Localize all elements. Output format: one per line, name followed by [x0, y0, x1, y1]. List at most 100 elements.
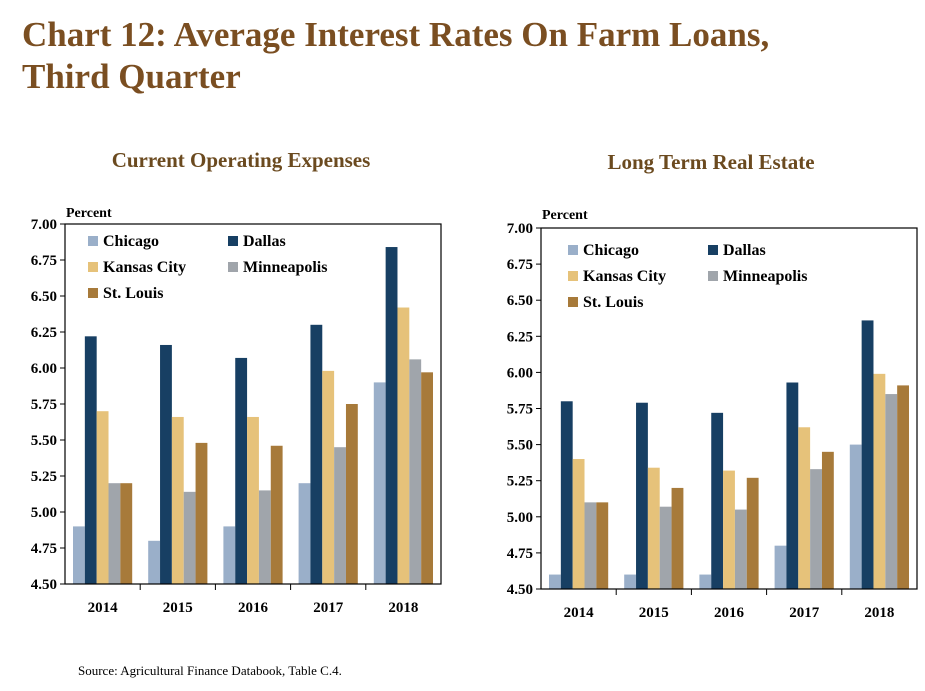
legend-swatch — [88, 288, 98, 298]
x-tick-label: 2017 — [313, 600, 344, 616]
chart-title-line2: Third Quarter — [22, 57, 241, 96]
chart-panel-2: Long Term Real Estate Percent 4.50 4.75 5.00… — [507, 150, 918, 621]
y-tick-label: 6.50 — [507, 293, 533, 309]
y-axis-unit-label: Percent — [542, 208, 588, 223]
bar-kansas-city-2018 — [397, 307, 410, 584]
bar-kansas-city-2014 — [572, 459, 585, 589]
legend-label: Dallas — [723, 242, 766, 259]
y-tick-label: 4.50 — [31, 577, 57, 593]
y-tick-label: 6.00 — [31, 361, 57, 377]
bar-st-louis-2015 — [195, 442, 208, 584]
bar-kansas-city-2017 — [322, 370, 335, 584]
bar-chicago-2015 — [624, 574, 637, 589]
y-tick-label: 5.50 — [31, 433, 57, 449]
legend-label: St. Louis — [583, 294, 643, 311]
source-note: Source: Agricultural Finance Databook, T… — [78, 663, 342, 678]
y-tick-label: 6.75 — [507, 257, 533, 273]
y-axis-unit-label: Percent — [66, 206, 112, 221]
y-tick-label: 5.75 — [507, 402, 533, 418]
bar-chicago-2018 — [849, 444, 862, 589]
legend-label: Minneapolis — [723, 268, 807, 285]
bar-minneapolis-2014 — [584, 502, 597, 589]
y-tick-label: 5.75 — [31, 397, 57, 413]
y-tick-label: 6.25 — [507, 329, 533, 345]
legend-label: Minneapolis — [243, 259, 327, 276]
bar-dallas-2014 — [560, 401, 573, 589]
bar-kansas-city-2016 — [723, 470, 735, 589]
legend-swatch — [88, 236, 98, 246]
bar-chicago-2016 — [223, 526, 236, 584]
y-tick-label: 5.25 — [31, 469, 57, 485]
chart-panel-1: Current Operating Expenses Percent 4.50 4.7… — [31, 148, 442, 616]
bar-kansas-city-2018 — [873, 373, 886, 589]
y-tick-label: 6.25 — [31, 325, 57, 341]
bar-chicago-2017 — [774, 545, 787, 589]
x-tick-label: 2016 — [714, 605, 745, 621]
legend-swatch — [88, 262, 98, 272]
bar-kansas-city-2017 — [798, 427, 811, 589]
bar-dallas-2016 — [235, 357, 248, 584]
bar-kansas-city-2015 — [647, 467, 660, 589]
bar-st-louis-2016 — [746, 477, 759, 589]
legend-swatch — [228, 236, 238, 246]
y-tick-label: 5.00 — [31, 505, 57, 521]
bar-dallas-2014 — [84, 336, 97, 584]
bar-minneapolis-2017 — [334, 447, 346, 584]
legend-swatch — [708, 271, 718, 281]
legend-label: Dallas — [243, 233, 286, 250]
bar-st-louis-2017 — [345, 404, 358, 584]
legend-label: Kansas City — [103, 259, 186, 276]
bar-minneapolis-2015 — [659, 506, 672, 589]
plot-frame — [540, 227, 918, 590]
bar-minneapolis-2015 — [183, 491, 196, 584]
y-tick-label: 6.50 — [31, 289, 57, 305]
bar-dallas-2017 — [310, 324, 323, 584]
bar-dallas-2017 — [786, 382, 799, 589]
legend-swatch — [568, 297, 578, 307]
x-tick-label: 2014 — [564, 605, 595, 621]
bar-chicago-2018 — [373, 382, 386, 584]
plot-frame — [64, 223, 442, 585]
y-tick-label: 6.75 — [31, 253, 57, 269]
legend-swatch — [708, 245, 718, 255]
y-tick-label: 4.50 — [507, 582, 533, 598]
chart-subtitle: Long Term Real Estate — [607, 150, 814, 174]
bar-dallas-2018 — [385, 247, 398, 585]
bar-kansas-city-2014 — [96, 411, 109, 584]
legend: Chicago Dallas Kansas City Minneapolis St. L… — [88, 233, 327, 302]
y-tick-label: 7.00 — [31, 217, 57, 233]
y-tick-label: 5.00 — [507, 510, 533, 526]
bar-minneapolis-2018 — [885, 394, 898, 589]
bar-st-louis-2018 — [897, 385, 909, 589]
x-tick-label: 2018 — [864, 605, 894, 621]
bar-st-louis-2016 — [270, 445, 283, 584]
bar-st-louis-2014 — [596, 502, 609, 589]
bar-minneapolis-2014 — [108, 483, 121, 584]
legend-label: Kansas City — [583, 268, 666, 285]
chart-title-line1: Chart 12: Average Interest Rates On Farm… — [22, 15, 770, 54]
y-tick-label: 4.75 — [31, 541, 57, 557]
y-tick-label: 5.25 — [507, 474, 533, 490]
legend-swatch — [228, 262, 238, 272]
bar-minneapolis-2016 — [734, 509, 747, 589]
bar-chicago-2014 — [549, 574, 561, 589]
y-tick-label: 7.00 — [507, 221, 533, 237]
bar-st-louis-2018 — [421, 372, 433, 584]
legend-swatch — [568, 245, 578, 255]
bar-chicago-2014 — [73, 526, 85, 584]
bar-dallas-2016 — [711, 412, 724, 589]
legend-label: Chicago — [583, 242, 639, 259]
y-tick-label: 5.50 — [507, 438, 533, 454]
bar-kansas-city-2016 — [247, 416, 259, 584]
bar-chicago-2017 — [298, 483, 311, 584]
bar-dallas-2015 — [636, 402, 648, 589]
bar-dallas-2018 — [861, 320, 874, 589]
bar-minneapolis-2018 — [409, 359, 422, 584]
bar-st-louis-2017 — [821, 451, 834, 589]
x-tick-label: 2015 — [639, 605, 669, 621]
x-tick-label: 2017 — [789, 605, 820, 621]
x-tick-label: 2015 — [163, 600, 193, 616]
bar-chicago-2016 — [699, 574, 712, 589]
x-tick-label: 2014 — [88, 600, 119, 616]
